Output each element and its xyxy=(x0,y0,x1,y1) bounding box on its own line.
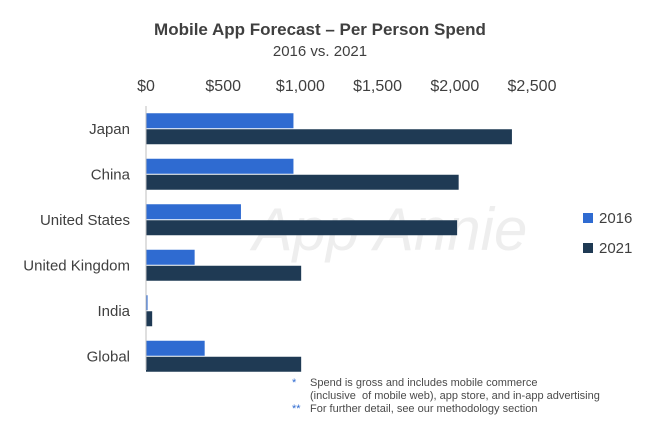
bar-united-kingdom-2021 xyxy=(146,265,302,281)
bar-japan-2021 xyxy=(146,129,512,145)
footnote-1: * Spend is gross and includes mobile comm… xyxy=(292,377,538,389)
bar-india-2016 xyxy=(146,295,148,311)
bar-japan-2016 xyxy=(146,113,294,129)
x-tick-label: $500 xyxy=(205,78,241,95)
bar-china-2021 xyxy=(146,174,459,190)
bars xyxy=(146,113,512,372)
legend-item-2016: 2016 xyxy=(583,203,632,233)
x-tick-label: $1,500 xyxy=(353,78,402,95)
chart-subtitle: 2016 vs. 2021 xyxy=(272,43,368,60)
legend-label-2016: 2016 xyxy=(599,209,633,227)
x-tick-label: $1,000 xyxy=(276,78,325,95)
category-label-united-kingdom: United Kingdom xyxy=(23,257,130,274)
category-label-japan: Japan xyxy=(89,121,130,138)
bar-global-2016 xyxy=(146,340,205,356)
chart-title: Mobile App Forecast – Per Person Spend xyxy=(154,20,486,39)
bar-india-2021 xyxy=(146,311,153,327)
legend-item-2021: 2021 xyxy=(583,233,632,263)
footnotes: * Spend is gross and includes mobile comm… xyxy=(292,377,600,416)
x-axis-ticks: $0 $500 $1,000 $1,500 $2,000 $2,500 xyxy=(137,78,556,95)
category-label-india: India xyxy=(97,303,130,320)
bar-united-states-2021 xyxy=(146,220,458,236)
category-labels: Japan China United States United Kingdom Ind… xyxy=(23,121,130,366)
legend-label-2021: 2021 xyxy=(599,239,633,257)
bar-global-2021 xyxy=(146,356,302,372)
bar-china-2016 xyxy=(146,158,294,174)
category-label-global: Global xyxy=(87,348,130,365)
bar-united-states-2016 xyxy=(146,204,241,220)
x-tick-label: $2,000 xyxy=(430,78,479,95)
category-label-china: China xyxy=(91,166,131,183)
legend: 2016 2021 xyxy=(583,203,632,263)
legend-swatch-2016 xyxy=(583,213,593,223)
x-tick-label: $2,500 xyxy=(508,78,557,95)
x-tick-label: $0 xyxy=(137,78,155,95)
category-label-united-states: United States xyxy=(40,212,130,229)
footnote-1-continued: (inclusive of mobile web), app store, an… xyxy=(310,390,600,402)
footnote-2: ** For further detail, see our methodolog… xyxy=(292,403,538,415)
bar-united-kingdom-2016 xyxy=(146,249,195,265)
legend-swatch-2021 xyxy=(583,243,593,253)
